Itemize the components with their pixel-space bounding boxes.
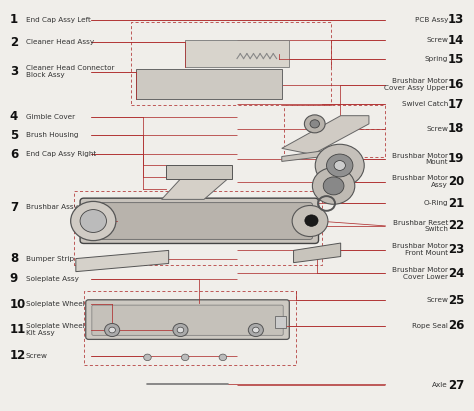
Text: 16: 16 [448, 78, 464, 91]
Circle shape [109, 327, 116, 333]
Text: PCB Assy: PCB Assy [415, 17, 448, 23]
Circle shape [173, 323, 188, 337]
Polygon shape [166, 165, 232, 179]
Text: End Cap Assy Right: End Cap Assy Right [26, 151, 96, 157]
Bar [275, 316, 286, 328]
Circle shape [182, 354, 189, 360]
Text: 26: 26 [448, 319, 464, 332]
Polygon shape [282, 115, 369, 155]
Circle shape [312, 168, 355, 204]
Text: 2: 2 [10, 36, 18, 49]
Text: 27: 27 [448, 379, 464, 392]
Text: 8: 8 [10, 252, 18, 265]
Text: 5: 5 [10, 129, 18, 142]
Text: Brushbar Assy: Brushbar Assy [26, 204, 78, 210]
Text: Screw: Screw [426, 37, 448, 43]
Circle shape [305, 215, 318, 226]
Text: 11: 11 [10, 323, 26, 336]
Text: Brushbar Reset
Switch: Brushbar Reset Switch [393, 219, 448, 232]
Bar [185, 40, 289, 67]
Text: Soleplate Wheel: Soleplate Wheel [26, 301, 85, 307]
Text: Brush Housing: Brush Housing [26, 132, 78, 138]
Polygon shape [293, 243, 341, 263]
Text: 10: 10 [10, 298, 26, 311]
Circle shape [177, 327, 184, 333]
Text: Brushbar Motor
Cover Lower: Brushbar Motor Cover Lower [392, 267, 448, 279]
Circle shape [71, 201, 116, 240]
Text: 15: 15 [448, 53, 464, 66]
Text: Swivel Catch: Swivel Catch [402, 101, 448, 107]
Text: 17: 17 [448, 98, 464, 111]
Text: 20: 20 [448, 175, 464, 188]
Circle shape [292, 206, 328, 236]
Text: 3: 3 [10, 65, 18, 78]
Circle shape [219, 354, 227, 360]
Circle shape [310, 120, 319, 128]
Text: Brushbar Motor
Front Mount: Brushbar Motor Front Mount [392, 243, 448, 256]
Circle shape [327, 154, 353, 177]
Text: 1: 1 [10, 13, 18, 26]
Text: Spring: Spring [425, 56, 448, 62]
Text: 9: 9 [10, 272, 18, 286]
Text: 7: 7 [10, 201, 18, 214]
Circle shape [334, 161, 346, 171]
Circle shape [80, 210, 107, 233]
Polygon shape [282, 148, 341, 162]
Circle shape [248, 323, 264, 337]
Text: 18: 18 [448, 122, 464, 135]
Text: Cleaner Head Assy: Cleaner Head Assy [26, 39, 94, 45]
Text: Cleaner Head Connector
Block Assy: Cleaner Head Connector Block Assy [26, 65, 114, 78]
Circle shape [323, 177, 344, 195]
FancyBboxPatch shape [86, 300, 289, 339]
Polygon shape [162, 179, 228, 199]
Text: 6: 6 [10, 148, 18, 161]
Text: Screw: Screw [26, 353, 48, 359]
Text: Soleplate Wheel
Kit Assy: Soleplate Wheel Kit Assy [26, 323, 85, 336]
Text: 25: 25 [448, 294, 464, 307]
Circle shape [253, 327, 259, 333]
Polygon shape [76, 250, 169, 272]
Text: Rope Seal: Rope Seal [412, 323, 448, 328]
Text: 22: 22 [448, 219, 464, 232]
Text: Bumper Strip: Bumper Strip [26, 256, 74, 261]
Text: 23: 23 [448, 243, 464, 256]
Circle shape [315, 144, 364, 187]
Text: Soleplate Assy: Soleplate Assy [26, 276, 79, 282]
FancyBboxPatch shape [86, 203, 312, 239]
Circle shape [105, 323, 119, 337]
Text: Screw: Screw [426, 297, 448, 303]
Circle shape [304, 115, 325, 133]
Text: 4: 4 [10, 110, 18, 123]
Text: 24: 24 [448, 267, 464, 280]
Text: 13: 13 [448, 13, 464, 26]
FancyBboxPatch shape [80, 198, 319, 243]
Circle shape [144, 354, 151, 360]
Text: Brushbar Motor
Mount: Brushbar Motor Mount [392, 152, 448, 165]
Text: 14: 14 [448, 34, 464, 47]
Text: O-Ring: O-Ring [423, 200, 448, 206]
FancyBboxPatch shape [92, 305, 283, 335]
Text: 19: 19 [448, 152, 464, 166]
Text: Gimble Cover: Gimble Cover [26, 113, 75, 120]
Text: Axle: Axle [432, 382, 448, 388]
Text: Brushbar Motor
Assy: Brushbar Motor Assy [392, 175, 448, 188]
Text: Brushbar Motor
Cover Assy Upper: Brushbar Motor Cover Assy Upper [384, 78, 448, 91]
Text: 12: 12 [10, 349, 26, 362]
Text: Screw: Screw [426, 126, 448, 132]
Text: End Cap Assy Left: End Cap Assy Left [26, 17, 91, 23]
Bar [136, 69, 282, 99]
Text: 21: 21 [448, 196, 464, 210]
